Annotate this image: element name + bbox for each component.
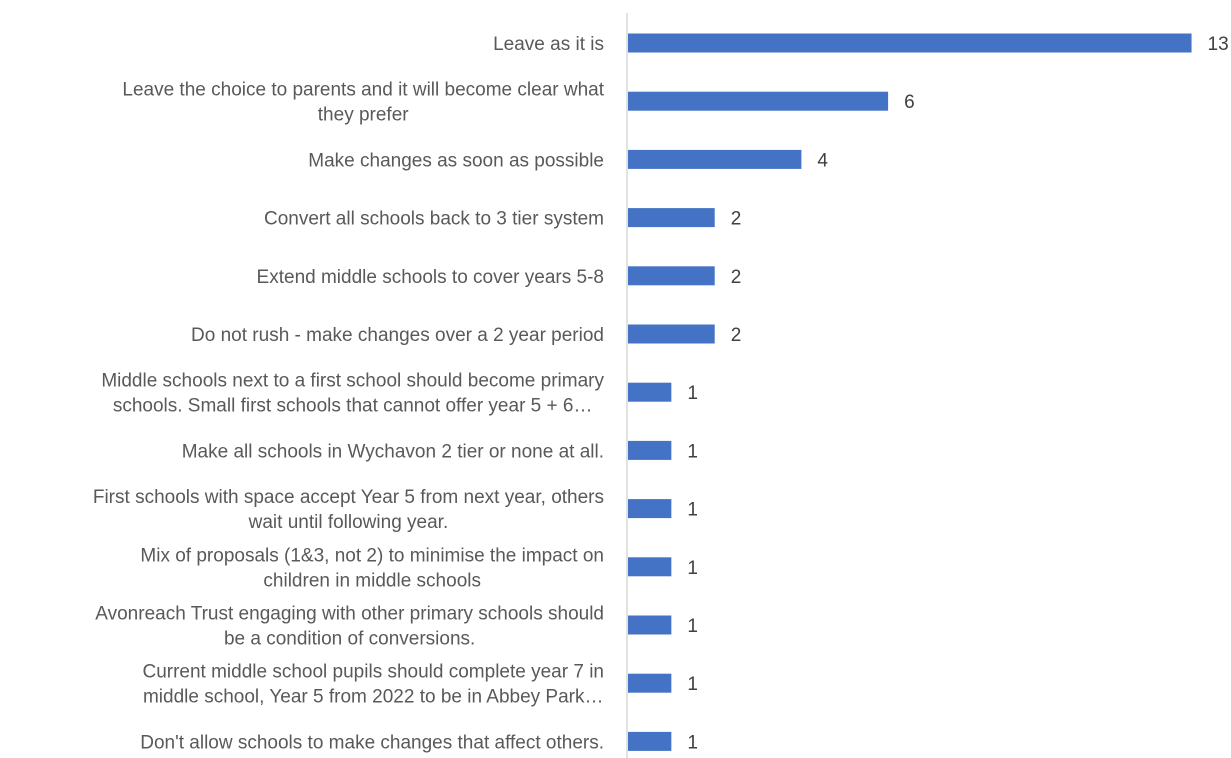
category-label: First schools with space accept Year 5 f… <box>93 487 604 533</box>
bar <box>628 208 715 228</box>
category-label: Middle schools next to a first school sh… <box>101 371 604 417</box>
data-label: 1 <box>687 441 698 462</box>
category-label-line: Middle schools next to a first school sh… <box>101 371 604 392</box>
category-label-line: First schools with space accept Year 5 f… <box>93 487 604 508</box>
category-label: Leave the choice to parents and it will … <box>122 80 604 126</box>
bar <box>628 673 672 693</box>
data-label: 2 <box>731 267 742 288</box>
data-label: 1 <box>687 616 698 637</box>
category-label-line: Don't allow schools to make changes that… <box>140 732 604 753</box>
bar <box>628 557 672 577</box>
category-label-line: be a condition of conversions. <box>224 629 475 650</box>
data-label: 6 <box>904 92 915 113</box>
data-label: 13 <box>1208 34 1229 55</box>
category-label-line: Leave as it is <box>493 34 604 55</box>
value-labels-group: 13 6 4 2 2 2 1 1 1 1 1 1 1 <box>687 34 1228 753</box>
category-label: Convert all schools back to 3 tier syste… <box>264 209 604 230</box>
category-label: Make changes as soon as possible <box>308 150 604 171</box>
bar <box>628 266 715 286</box>
data-label: 1 <box>687 558 698 579</box>
category-label-line: wait until following year. <box>248 512 449 533</box>
category-label-line: Leave the choice to parents and it will … <box>122 80 604 101</box>
data-label: 1 <box>687 674 698 695</box>
category-label-line: they prefer <box>318 105 409 126</box>
data-label: 1 <box>687 500 698 521</box>
category-label-line: Mix of proposals (1&3, not 2) to minimis… <box>140 545 604 566</box>
category-label-line: Avonreach Trust engaging with other prim… <box>95 604 604 625</box>
bar <box>628 324 715 344</box>
category-label-line: Make changes as soon as possible <box>308 150 604 171</box>
category-label: Mix of proposals (1&3, not 2) to minimis… <box>140 545 604 591</box>
category-label-line: children in middle schools <box>263 570 481 591</box>
category-label-line: Do not rush - make changes over a 2 year… <box>191 325 604 346</box>
bar <box>628 440 672 460</box>
bar <box>628 731 672 751</box>
bar <box>628 91 889 111</box>
data-label: 2 <box>731 325 742 346</box>
category-label: Don't allow schools to make changes that… <box>140 732 604 753</box>
bar <box>628 499 672 519</box>
category-label: Do not rush - make changes over a 2 year… <box>191 325 604 346</box>
data-label: 1 <box>687 383 698 404</box>
category-label-line: middle school, Year 5 from 2022 to be in… <box>143 687 604 708</box>
category-label: Avonreach Trust engaging with other prim… <box>95 604 604 650</box>
category-label: Extend middle schools to cover years 5-8 <box>257 267 604 288</box>
data-label: 4 <box>817 150 828 171</box>
category-label: Make all schools in Wychavon 2 tier or n… <box>182 441 604 462</box>
bar <box>628 149 802 169</box>
bar <box>628 382 672 402</box>
data-label: 2 <box>731 209 742 230</box>
category-label-line: Make all schools in Wychavon 2 tier or n… <box>182 441 604 462</box>
bars-group <box>628 33 1192 751</box>
category-labels-group: Leave as it is Leave the choice to parent… <box>93 34 605 753</box>
category-label-line: Current middle school pupils should comp… <box>142 662 604 683</box>
category-label-line: Extend middle schools to cover years 5-8 <box>257 267 604 288</box>
data-label: 1 <box>687 732 698 753</box>
category-label-line: Convert all schools back to 3 tier syste… <box>264 209 604 230</box>
category-label: Current middle school pupils should comp… <box>142 662 604 708</box>
bar <box>628 33 1192 53</box>
bar <box>628 615 672 635</box>
category-label: Leave as it is <box>493 34 604 55</box>
category-label-line: schools. Small first schools that cannot… <box>113 396 593 417</box>
